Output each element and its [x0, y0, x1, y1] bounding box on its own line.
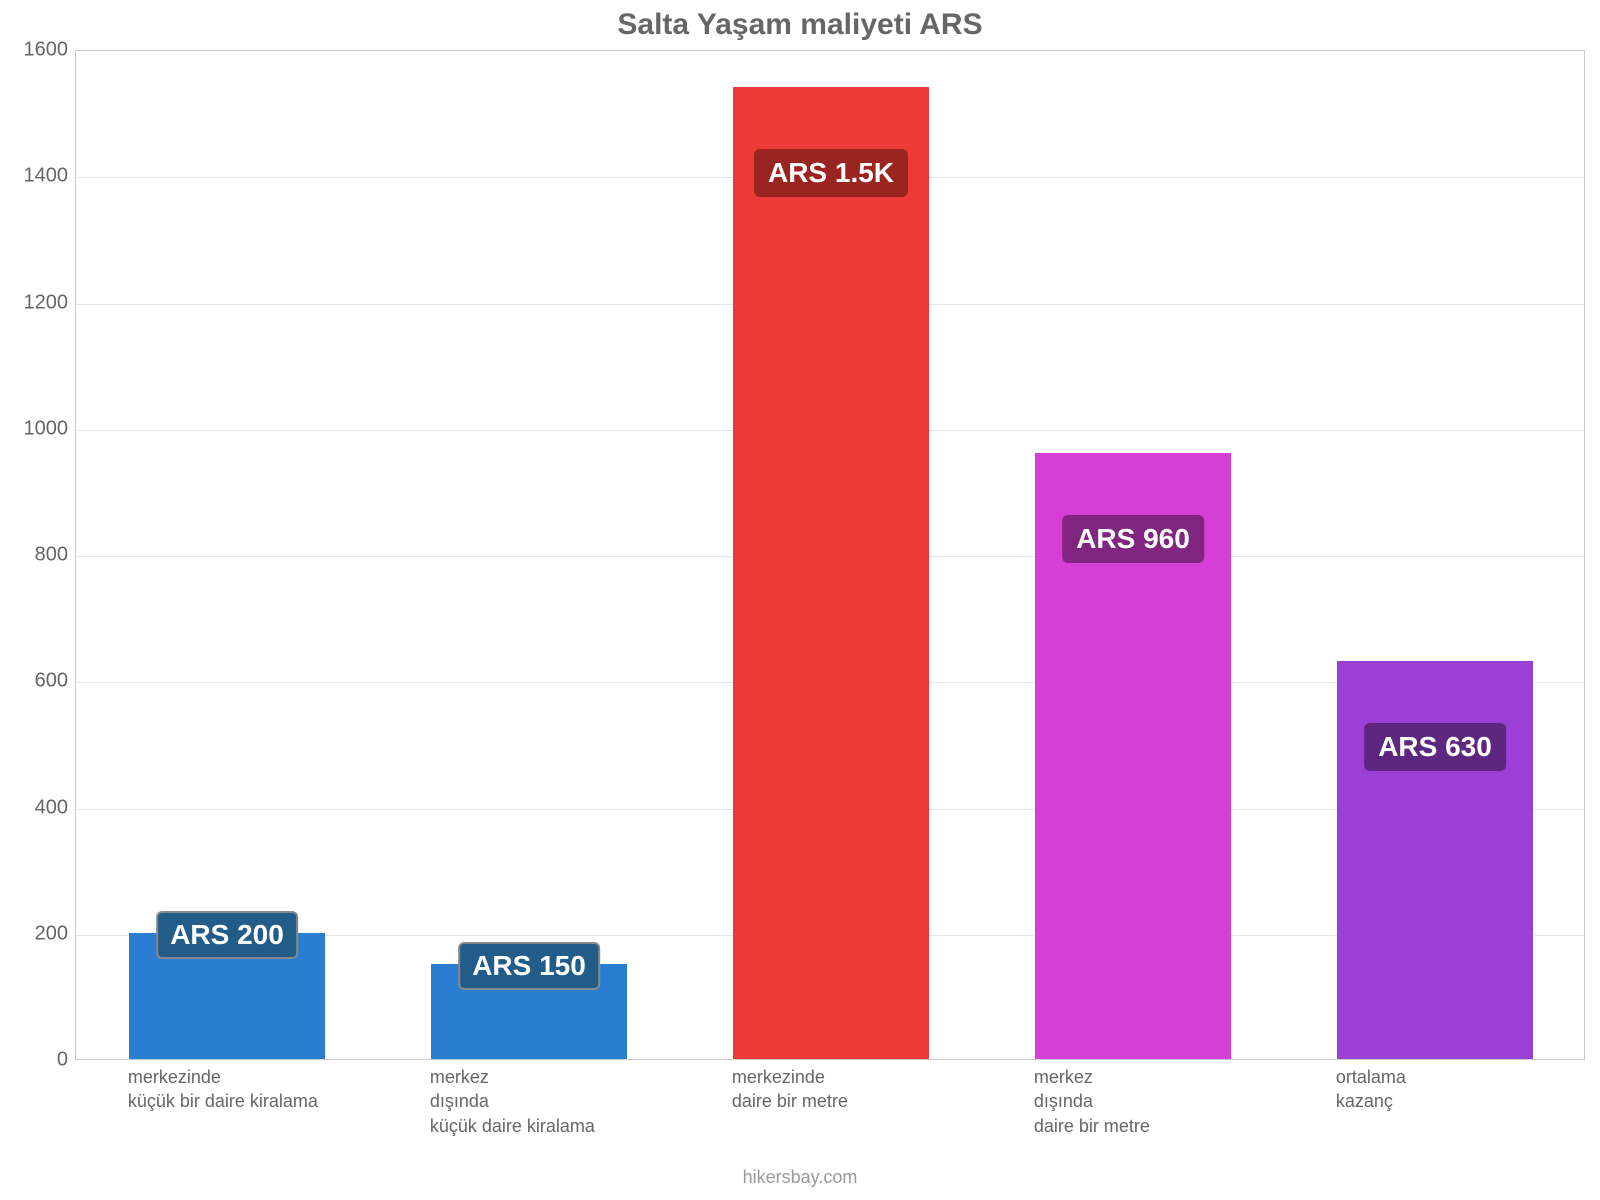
y-axis-tick: 800	[8, 544, 68, 567]
plot-area: ARS 200 ARS 150 ARS 1.5K ARS 960 ARS 630	[75, 50, 1585, 1060]
x-axis-tick: merkez dışında daire bir metre	[1034, 1065, 1150, 1138]
bar-value-label: ARS 150	[458, 942, 600, 990]
x-axis-tick: merkezinde küçük bir daire kiralama	[128, 1065, 318, 1114]
x-axis-tick: ortalama kazanç	[1336, 1065, 1406, 1114]
x-axis-tick: merkez dışında küçük daire kiralama	[430, 1065, 595, 1138]
bar	[1337, 661, 1533, 1059]
y-axis-tick: 0	[8, 1049, 68, 1072]
y-axis-tick: 600	[8, 670, 68, 693]
y-axis-tick: 1000	[8, 417, 68, 440]
footer-attribution: hikersbay.com	[0, 1167, 1600, 1188]
y-axis-tick: 1200	[8, 291, 68, 314]
chart-title: Salta Yaşam maliyeti ARS	[0, 8, 1600, 42]
bar-value-label: ARS 630	[1364, 723, 1506, 771]
y-axis-tick: 400	[8, 796, 68, 819]
bar-value-label: ARS 960	[1062, 515, 1204, 563]
y-axis-tick: 1600	[8, 39, 68, 62]
bar-value-label: ARS 200	[156, 911, 298, 959]
y-axis-tick: 1400	[8, 165, 68, 188]
bar	[733, 87, 929, 1059]
bar-value-label: ARS 1.5K	[754, 149, 908, 197]
chart-container: Salta Yaşam maliyeti ARS ARS 200ARS 150A…	[0, 0, 1600, 1200]
y-axis-tick: 200	[8, 922, 68, 945]
x-axis-tick: merkezinde daire bir metre	[732, 1065, 848, 1114]
